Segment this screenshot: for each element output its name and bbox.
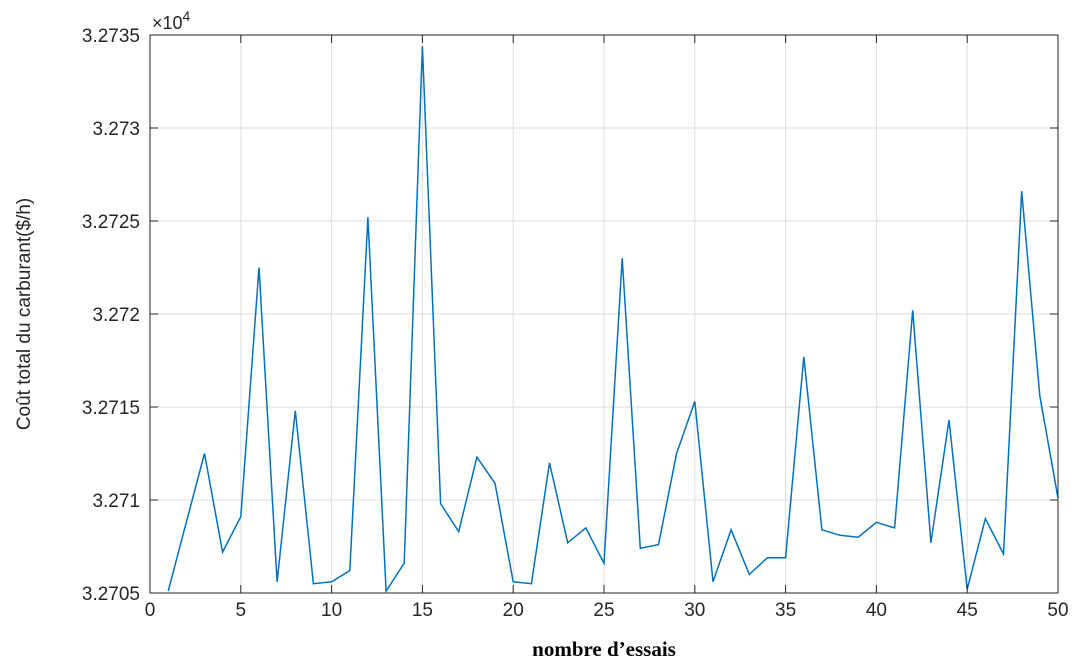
y-multiplier-exponent: 4 <box>183 8 191 24</box>
y-tick-label: 3.2705 <box>82 584 140 605</box>
y-tick-label: 3.271 <box>92 491 140 512</box>
y-tick-label: 3.2715 <box>82 398 140 419</box>
y-tick-labels: 3.2705 3.271 3.2715 3.272 3.2725 3.273 3.2735 <box>82 26 140 605</box>
x-tick-label: 30 <box>684 600 705 621</box>
y-tick-label: 3.2725 <box>82 212 140 233</box>
x-tick-label: 5 <box>236 600 247 621</box>
x-tick-labels: 0 5 10 15 20 25 30 35 40 45 50 <box>145 600 1069 621</box>
x-tick-label: 0 <box>145 600 156 621</box>
x-tick-label: 25 <box>593 600 614 621</box>
y-multiplier-base: ×10 <box>152 13 183 33</box>
y-tick-label: 3.272 <box>92 305 140 326</box>
tick-marks <box>149 34 1059 594</box>
series-line <box>167 46 1059 594</box>
x-tick-label: 45 <box>957 600 978 621</box>
x-tick-label: 35 <box>775 600 796 621</box>
y-axis-multiplier: ×104 <box>152 8 191 33</box>
x-tick-label: 50 <box>1047 600 1068 621</box>
x-axis-label: nombre d’essais <box>532 637 676 661</box>
grid-lines <box>150 35 1058 593</box>
y-tick-label: 3.273 <box>92 119 140 140</box>
y-tick-label: 3.2735 <box>82 26 140 47</box>
x-tick-label: 40 <box>866 600 887 621</box>
y-axis-label: Coût total du carburant($/h) <box>14 198 35 430</box>
x-tick-label: 10 <box>321 600 342 621</box>
x-tick-label: 20 <box>503 600 524 621</box>
x-tick-label: 15 <box>412 600 433 621</box>
